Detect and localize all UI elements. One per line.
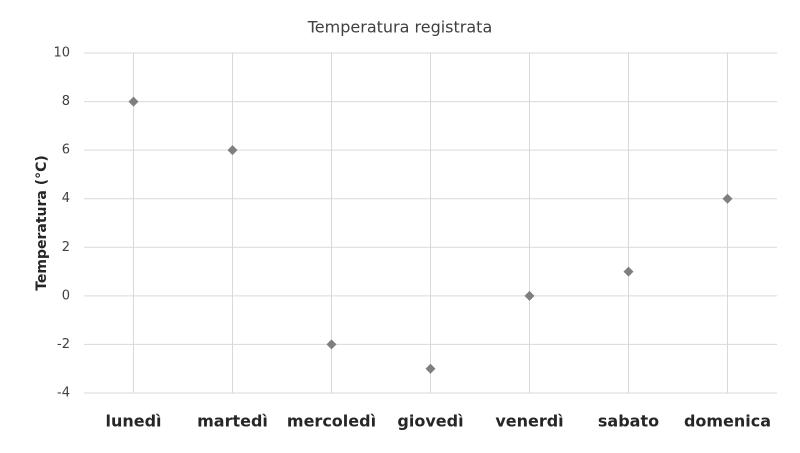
x-tick-label: lunedì [105, 412, 161, 431]
x-tick-label: venerdì [495, 412, 563, 431]
x-tick-label: domenica [684, 412, 771, 431]
y-tick-label: -4 [57, 386, 70, 401]
marker [722, 193, 733, 204]
marker [623, 266, 634, 277]
y-tick-label: -2 [57, 337, 70, 352]
marker [326, 339, 337, 350]
marker [128, 96, 139, 107]
x-tick-label: sabato [598, 412, 659, 431]
y-tick-label: 6 [62, 143, 70, 158]
y-tick-label: 10 [53, 46, 70, 61]
marker [227, 145, 238, 156]
y-tick-label: 0 [62, 288, 70, 303]
marker [425, 363, 436, 374]
y-tick-label: 8 [62, 94, 70, 109]
y-tick-label: 2 [62, 240, 70, 255]
chart-title: Temperatura registrata [307, 18, 493, 37]
x-tick-label: martedì [197, 412, 268, 431]
y-axis-label: Temperatura (°C) [34, 155, 50, 291]
marker [524, 290, 535, 301]
x-tick-label: mercoledì [287, 412, 376, 431]
x-tick-label: giovedì [397, 412, 463, 431]
y-tick-label: 4 [62, 191, 70, 206]
